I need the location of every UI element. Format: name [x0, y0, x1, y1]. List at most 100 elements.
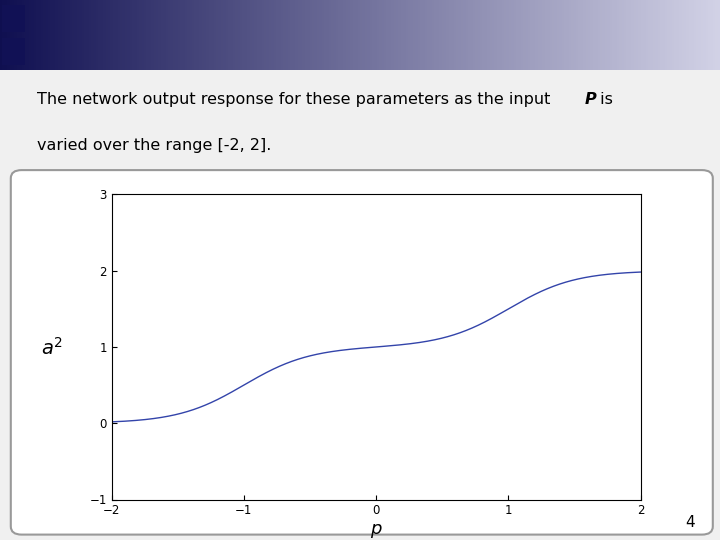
Bar [199, 0, 202, 70]
Bar [283, 0, 286, 70]
Bar [45, 0, 48, 70]
Bar [127, 0, 130, 70]
Bar [466, 0, 468, 70]
Bar [430, 0, 432, 70]
Bar [245, 0, 247, 70]
Bar [149, 0, 151, 70]
Bar [72, 0, 74, 70]
Bar [657, 0, 660, 70]
Bar [679, 0, 682, 70]
Bar [475, 0, 477, 70]
Bar [619, 0, 621, 70]
Bar [48, 0, 50, 70]
Bar [319, 0, 322, 70]
Bar [463, 0, 466, 70]
Bar [346, 0, 348, 70]
Bar [691, 0, 693, 70]
Bar [235, 0, 238, 70]
Bar [360, 0, 362, 70]
Bar [22, 0, 24, 70]
Bar [513, 0, 516, 70]
Bar [2, 0, 5, 70]
Bar [207, 0, 209, 70]
Bar [341, 0, 343, 70]
Bar [446, 0, 449, 70]
Bar [495, 0, 497, 70]
Bar [588, 0, 590, 70]
Bar [516, 0, 518, 70]
Bar [444, 0, 446, 70]
Bar [518, 0, 521, 70]
Bar [163, 0, 166, 70]
Bar [252, 0, 254, 70]
Bar [427, 0, 430, 70]
Bar [60, 0, 63, 70]
Bar [562, 0, 564, 70]
Bar [197, 0, 199, 70]
Bar [315, 0, 317, 70]
Bar [223, 0, 225, 70]
Bar [624, 0, 626, 70]
Bar [34, 0, 36, 70]
Bar [343, 0, 346, 70]
Bar [581, 0, 583, 70]
Bar [636, 0, 639, 70]
Bar [228, 0, 230, 70]
Bar [367, 0, 369, 70]
Bar [509, 0, 511, 70]
Bar [595, 0, 598, 70]
Bar [276, 0, 279, 70]
Bar [401, 0, 403, 70]
Bar [396, 0, 398, 70]
Bar [351, 0, 353, 70]
Bar [161, 0, 163, 70]
Bar [576, 0, 578, 70]
Bar [583, 0, 585, 70]
Bar [338, 0, 341, 70]
Bar [593, 0, 595, 70]
Bar [621, 0, 624, 70]
Bar [504, 0, 506, 70]
Bar [528, 0, 531, 70]
Bar [125, 0, 127, 70]
Bar [171, 0, 173, 70]
Bar [173, 0, 175, 70]
Bar [456, 0, 459, 70]
Bar [58, 0, 60, 70]
Bar [557, 0, 559, 70]
Text: P: P [585, 92, 596, 106]
Bar [31, 0, 34, 70]
Bar [324, 0, 326, 70]
Bar [65, 0, 67, 70]
Bar [449, 0, 451, 70]
Bar [117, 0, 120, 70]
Bar [50, 0, 53, 70]
Bar [305, 0, 307, 70]
Bar [180, 0, 182, 70]
Bar [144, 0, 146, 70]
Bar [264, 0, 266, 70]
Bar [660, 0, 662, 70]
Bar [19, 0, 22, 70]
Bar [387, 0, 389, 70]
Bar [91, 0, 94, 70]
Bar [420, 0, 423, 70]
Text: varied over the range [-2, 2].: varied over the range [-2, 2]. [37, 138, 272, 153]
Bar [122, 0, 125, 70]
Bar [274, 0, 276, 70]
Bar [650, 0, 653, 70]
Bar [675, 0, 677, 70]
Bar [14, 0, 17, 70]
Bar [307, 0, 310, 70]
Bar [708, 0, 711, 70]
Bar [713, 0, 715, 70]
Bar [434, 0, 437, 70]
Bar [295, 0, 297, 70]
Bar [485, 0, 487, 70]
Bar [415, 0, 418, 70]
Bar [108, 0, 110, 70]
Bar [281, 0, 283, 70]
Bar [533, 0, 535, 70]
Bar [0, 0, 2, 70]
Bar [182, 0, 185, 70]
